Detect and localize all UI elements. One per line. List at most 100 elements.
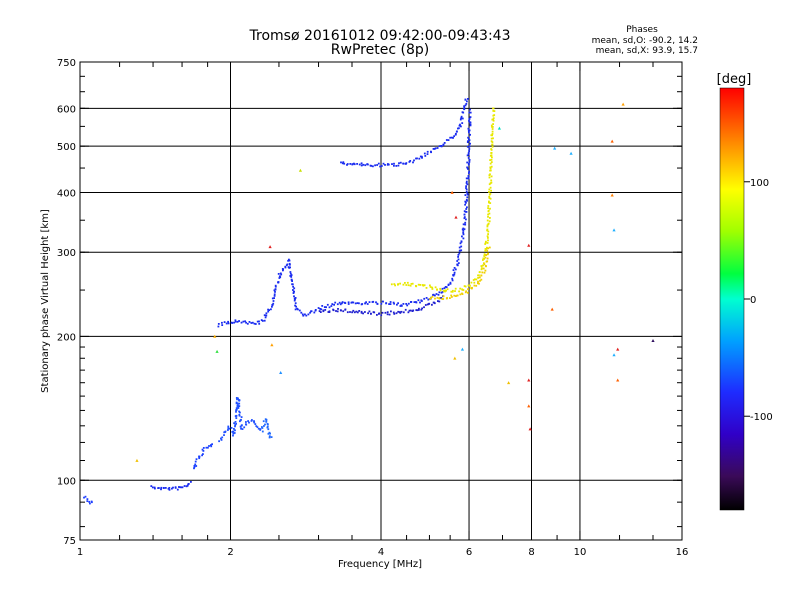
trace-dot	[232, 434, 234, 437]
trace-dot	[250, 322, 253, 324]
trace-dot	[253, 322, 256, 325]
scatter-point	[553, 146, 557, 150]
trace-dot	[427, 298, 430, 301]
trace-dot	[328, 310, 331, 313]
scatter-point	[453, 356, 457, 360]
trace-dot	[234, 429, 236, 432]
trace-dot	[442, 143, 445, 146]
trace-dot	[221, 321, 223, 324]
trace-dot	[440, 145, 443, 148]
trace-dot	[477, 282, 479, 285]
trace-dot	[405, 284, 408, 286]
trace-dot	[467, 157, 470, 159]
trace-dot	[237, 405, 240, 408]
trace-dot	[370, 312, 372, 315]
trace-dot	[482, 267, 485, 270]
trace-dot	[227, 429, 229, 431]
trace-dot	[232, 430, 235, 433]
trace-dot	[220, 439, 223, 441]
trace-dot	[339, 303, 342, 306]
trace-dot	[393, 162, 395, 165]
trace-dot	[245, 423, 247, 426]
trace-dot	[466, 192, 469, 195]
trace-dot	[465, 177, 468, 180]
trace-dot	[150, 485, 153, 487]
trace-dot	[353, 163, 356, 166]
trace-dot	[436, 147, 439, 149]
trace-dot	[453, 273, 456, 276]
trace-dot	[486, 260, 489, 263]
trace-dot	[467, 284, 470, 287]
trace-dot	[399, 161, 402, 164]
y-axis-ticks: 75 100 200 300 400 500 600 750	[57, 58, 682, 547]
trace-dot	[431, 295, 434, 298]
trace-dot	[492, 123, 494, 125]
trace-dot	[432, 301, 435, 304]
trace-dot	[464, 223, 467, 226]
trace-dot	[426, 153, 429, 155]
trace-dot	[416, 309, 419, 312]
trace-dot	[463, 213, 466, 216]
trace-dot	[454, 287, 457, 290]
trace-dot	[483, 258, 486, 260]
trace-dot	[457, 256, 459, 258]
trace-dot	[438, 291, 441, 294]
trace-dot	[492, 107, 494, 110]
scatter-point	[279, 370, 283, 374]
trace-dot	[210, 444, 212, 446]
trace-dot	[423, 306, 425, 309]
trace-dot	[176, 488, 179, 491]
trace-dot	[181, 486, 184, 489]
trace-dot	[314, 309, 317, 311]
trace-dot	[231, 322, 234, 324]
trace-dot	[463, 108, 466, 110]
trace-dot	[248, 421, 250, 424]
trace-Es-trace-2	[218, 397, 262, 443]
trace-dot	[360, 311, 363, 314]
trace-dot	[386, 311, 389, 314]
trace-dot	[352, 309, 355, 312]
trace-dot	[180, 486, 183, 489]
trace-dot	[463, 210, 466, 213]
trace-dot	[207, 446, 209, 449]
trace-dot	[238, 320, 240, 322]
trace-dot	[488, 188, 491, 191]
trace-dot	[342, 161, 345, 164]
trace-dot	[273, 289, 276, 292]
trace-dot	[462, 230, 465, 232]
trace-low-E-trace	[83, 495, 93, 505]
trace-dot	[491, 130, 494, 133]
y-tick-label: 75	[63, 536, 76, 547]
trace-dot	[265, 418, 268, 421]
trace-dot	[344, 302, 347, 304]
trace-dot	[459, 287, 462, 290]
trace-dot	[407, 302, 410, 305]
trace-dot	[261, 320, 264, 322]
trace-dot	[430, 150, 432, 153]
trace-dot	[318, 310, 321, 312]
trace-dot	[446, 288, 449, 291]
trace-dot	[443, 287, 446, 289]
trace-dot	[370, 165, 373, 167]
trace-dot	[292, 289, 294, 291]
data-traces	[83, 98, 496, 505]
trace-dot	[437, 300, 439, 302]
trace-dot	[326, 303, 329, 306]
trace-dot	[452, 289, 454, 292]
trace-dot	[481, 267, 483, 270]
trace-dot	[453, 267, 456, 269]
trace-dot	[433, 148, 436, 150]
trace-dot	[393, 313, 396, 315]
trace-dot	[415, 309, 418, 311]
trace-dot	[486, 219, 489, 222]
trace-dot	[425, 297, 428, 299]
trace-dot	[488, 246, 491, 249]
scatter-point	[215, 349, 219, 353]
trace-dot	[154, 487, 156, 490]
trace-dot	[261, 426, 263, 428]
trace-dot	[239, 425, 242, 428]
trace-dot	[235, 417, 238, 419]
y-tick-label: 750	[57, 58, 76, 69]
trace-dot	[385, 302, 387, 305]
trace-dot	[243, 426, 246, 429]
